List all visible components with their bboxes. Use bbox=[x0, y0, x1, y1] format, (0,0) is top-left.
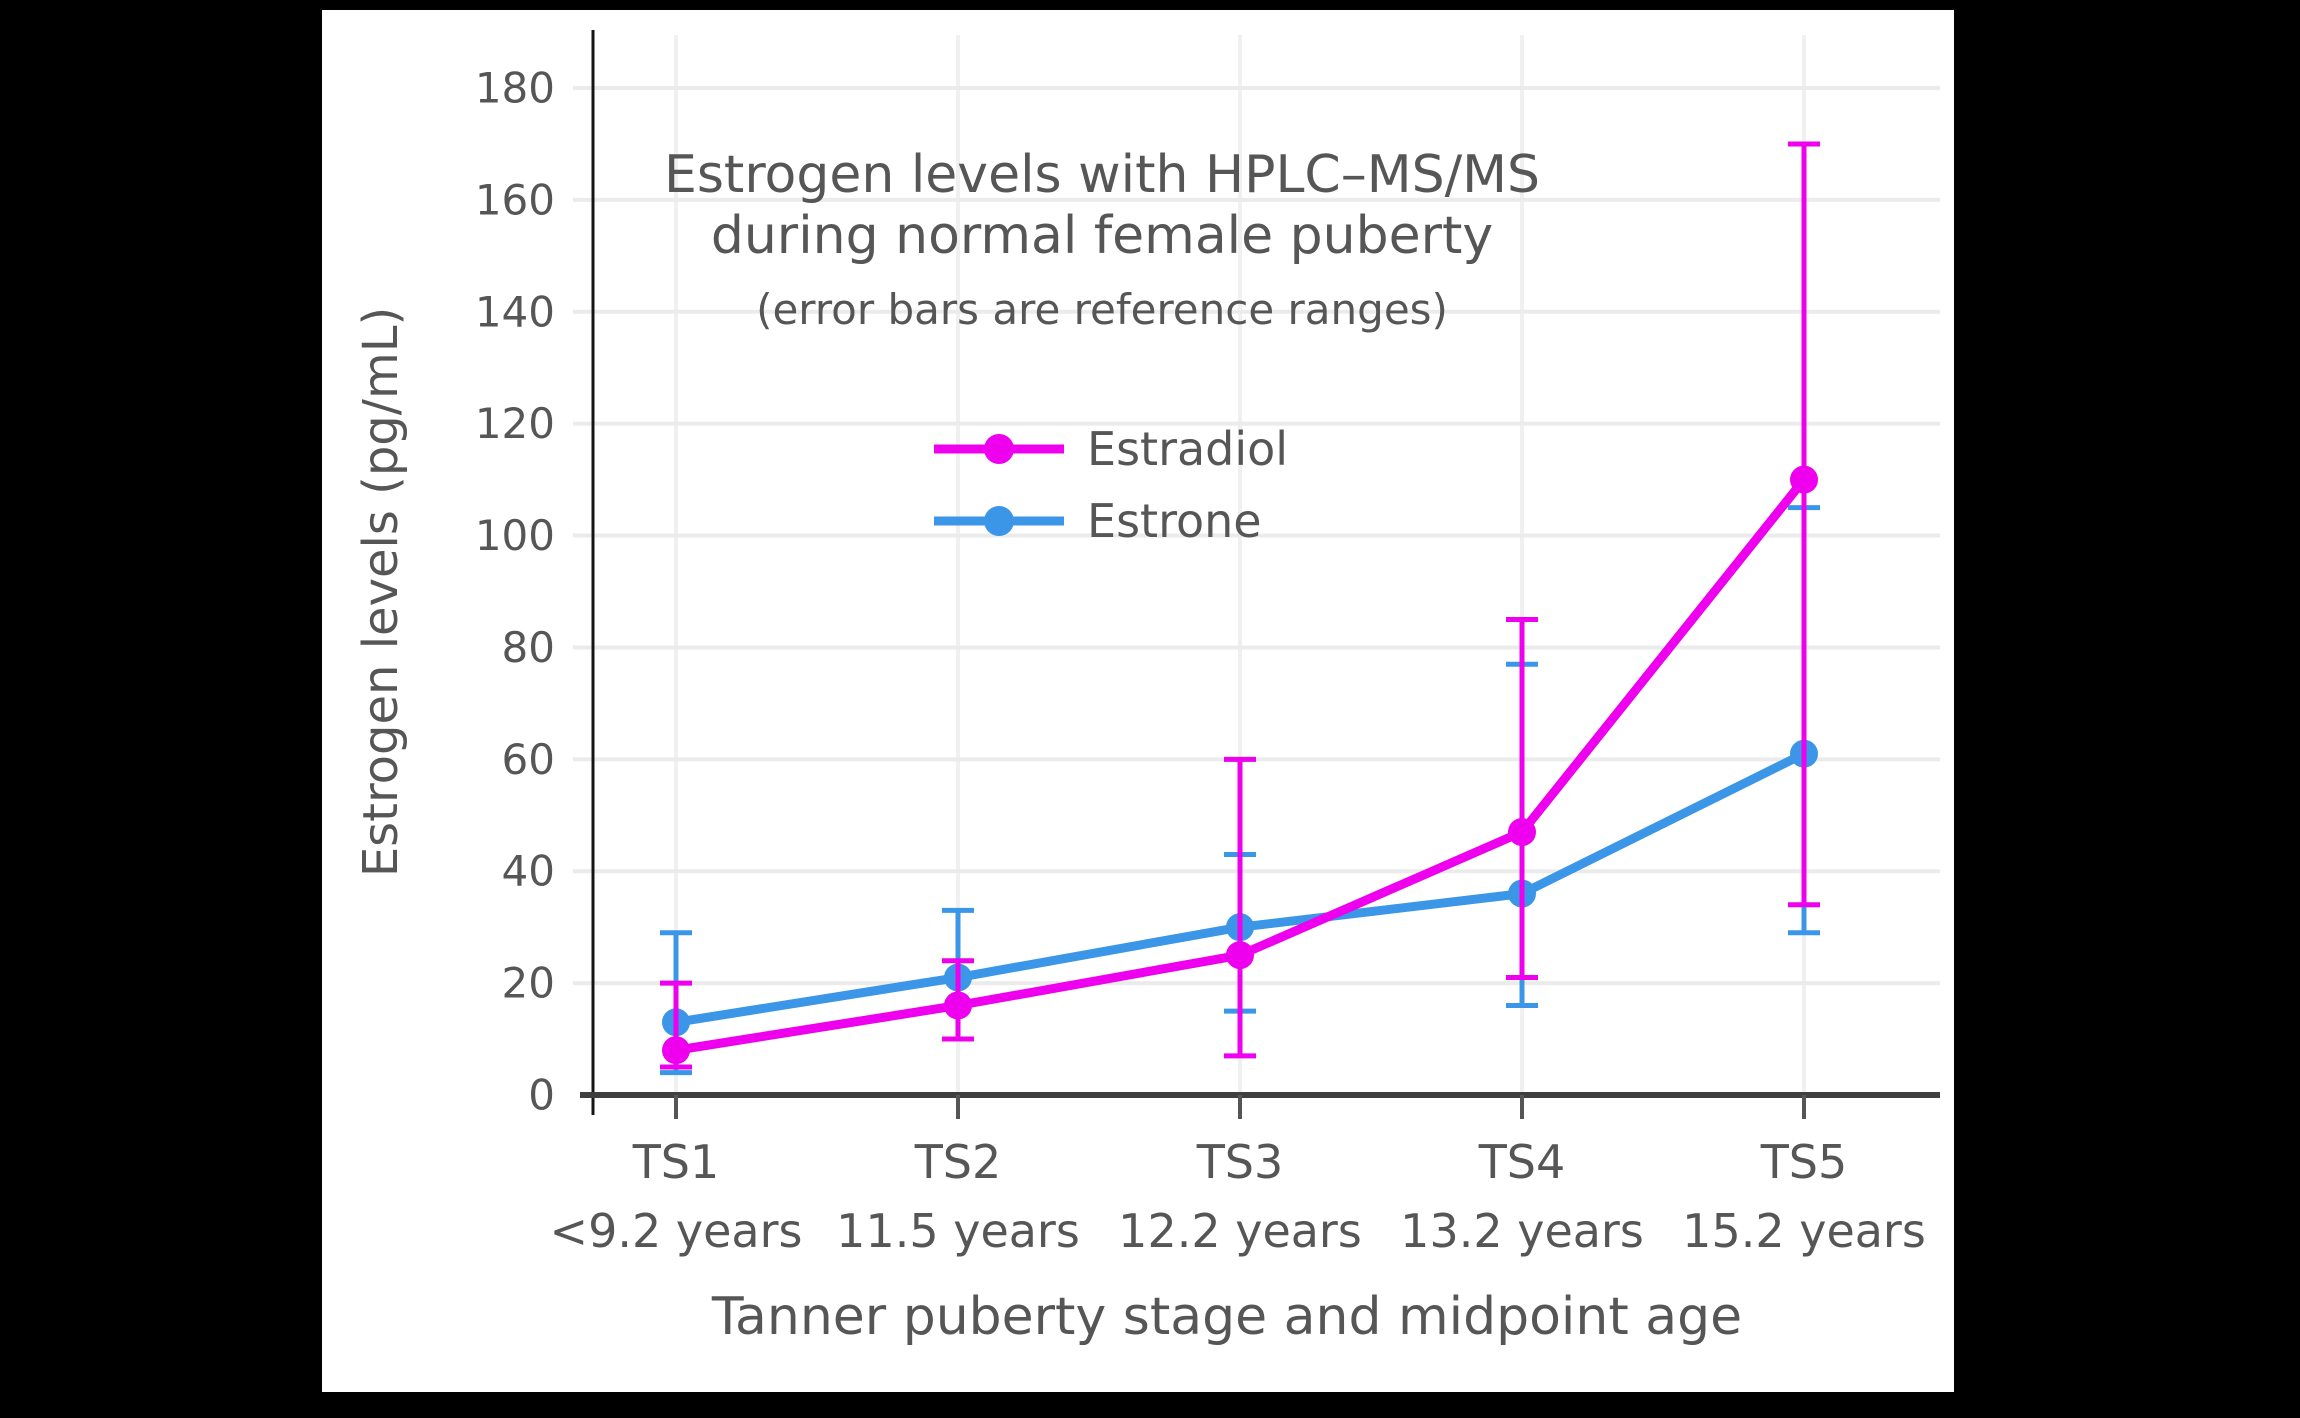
chart-subtitle: (error bars are reference ranges) bbox=[756, 285, 1448, 334]
legend-label: Estrone bbox=[1087, 494, 1262, 548]
data-point-marker bbox=[944, 991, 972, 1020]
x-tick-sublabel: 15.2 years bbox=[1682, 1204, 1926, 1258]
y-tick-label: 180 bbox=[475, 64, 555, 113]
x-axis-title: Tanner puberty stage and midpoint age bbox=[711, 1287, 1742, 1347]
x-tick-sublabel: 12.2 years bbox=[1118, 1204, 1362, 1258]
y-tick-label: 40 bbox=[502, 847, 555, 896]
legend-label: Estradiol bbox=[1087, 422, 1288, 476]
y-tick-label: 120 bbox=[475, 399, 555, 448]
axes-and-ticks: 0 20 40 60 80 100 120 140 160 180 TS1 <9.2 years TS2… bbox=[475, 30, 1940, 1258]
y-tick-label: 160 bbox=[475, 175, 555, 224]
x-tick-label: TS3 bbox=[1196, 1135, 1284, 1189]
legend-entry-estrone: Estrone bbox=[934, 494, 1262, 548]
chart-canvas: 0 20 40 60 80 100 120 140 160 180 TS1 <9.2 years TS2… bbox=[322, 10, 1954, 1392]
chart-svg: 0 20 40 60 80 100 120 140 160 180 TS1 <9.2 years TS2… bbox=[353, 30, 1940, 1347]
legend-marker bbox=[984, 434, 1014, 464]
y-axis-title: Estrogen levels (pg/mL) bbox=[353, 307, 409, 877]
data-point-marker bbox=[662, 1036, 690, 1065]
x-tick-sublabel: <9.2 years bbox=[550, 1204, 803, 1258]
x-tick-label: TS4 bbox=[1478, 1135, 1566, 1189]
data-point-marker bbox=[1790, 465, 1818, 494]
chart-title-line2: during normal female puberty bbox=[711, 206, 1493, 266]
x-tick-label: TS5 bbox=[1760, 1135, 1848, 1189]
y-tick-label: 140 bbox=[475, 287, 555, 336]
y-tick-label: 0 bbox=[528, 1071, 555, 1120]
y-tick-label: 60 bbox=[502, 735, 555, 784]
y-tick-label: 20 bbox=[502, 959, 555, 1008]
x-tick-sublabel: 13.2 years bbox=[1400, 1204, 1644, 1258]
y-tick-label: 100 bbox=[475, 511, 555, 560]
x-tick-sublabel: 11.5 years bbox=[836, 1204, 1080, 1258]
chart-title-line1: Estrogen levels with HPLC–MS/MS bbox=[664, 145, 1540, 205]
data-point-marker bbox=[1508, 818, 1536, 847]
legend: Estradiol Estrone bbox=[934, 422, 1288, 548]
x-tick-label: TS2 bbox=[914, 1135, 1002, 1189]
legend-entry-estradiol: Estradiol bbox=[934, 422, 1288, 476]
series-layer bbox=[660, 141, 1820, 1076]
horizontal-gridlines bbox=[573, 86, 1940, 986]
y-tick-label: 80 bbox=[502, 623, 555, 672]
data-point-marker bbox=[1226, 941, 1254, 970]
series-estradiol bbox=[660, 141, 1820, 1070]
x-tick-label: TS1 bbox=[632, 1135, 720, 1189]
legend-marker bbox=[984, 506, 1014, 536]
